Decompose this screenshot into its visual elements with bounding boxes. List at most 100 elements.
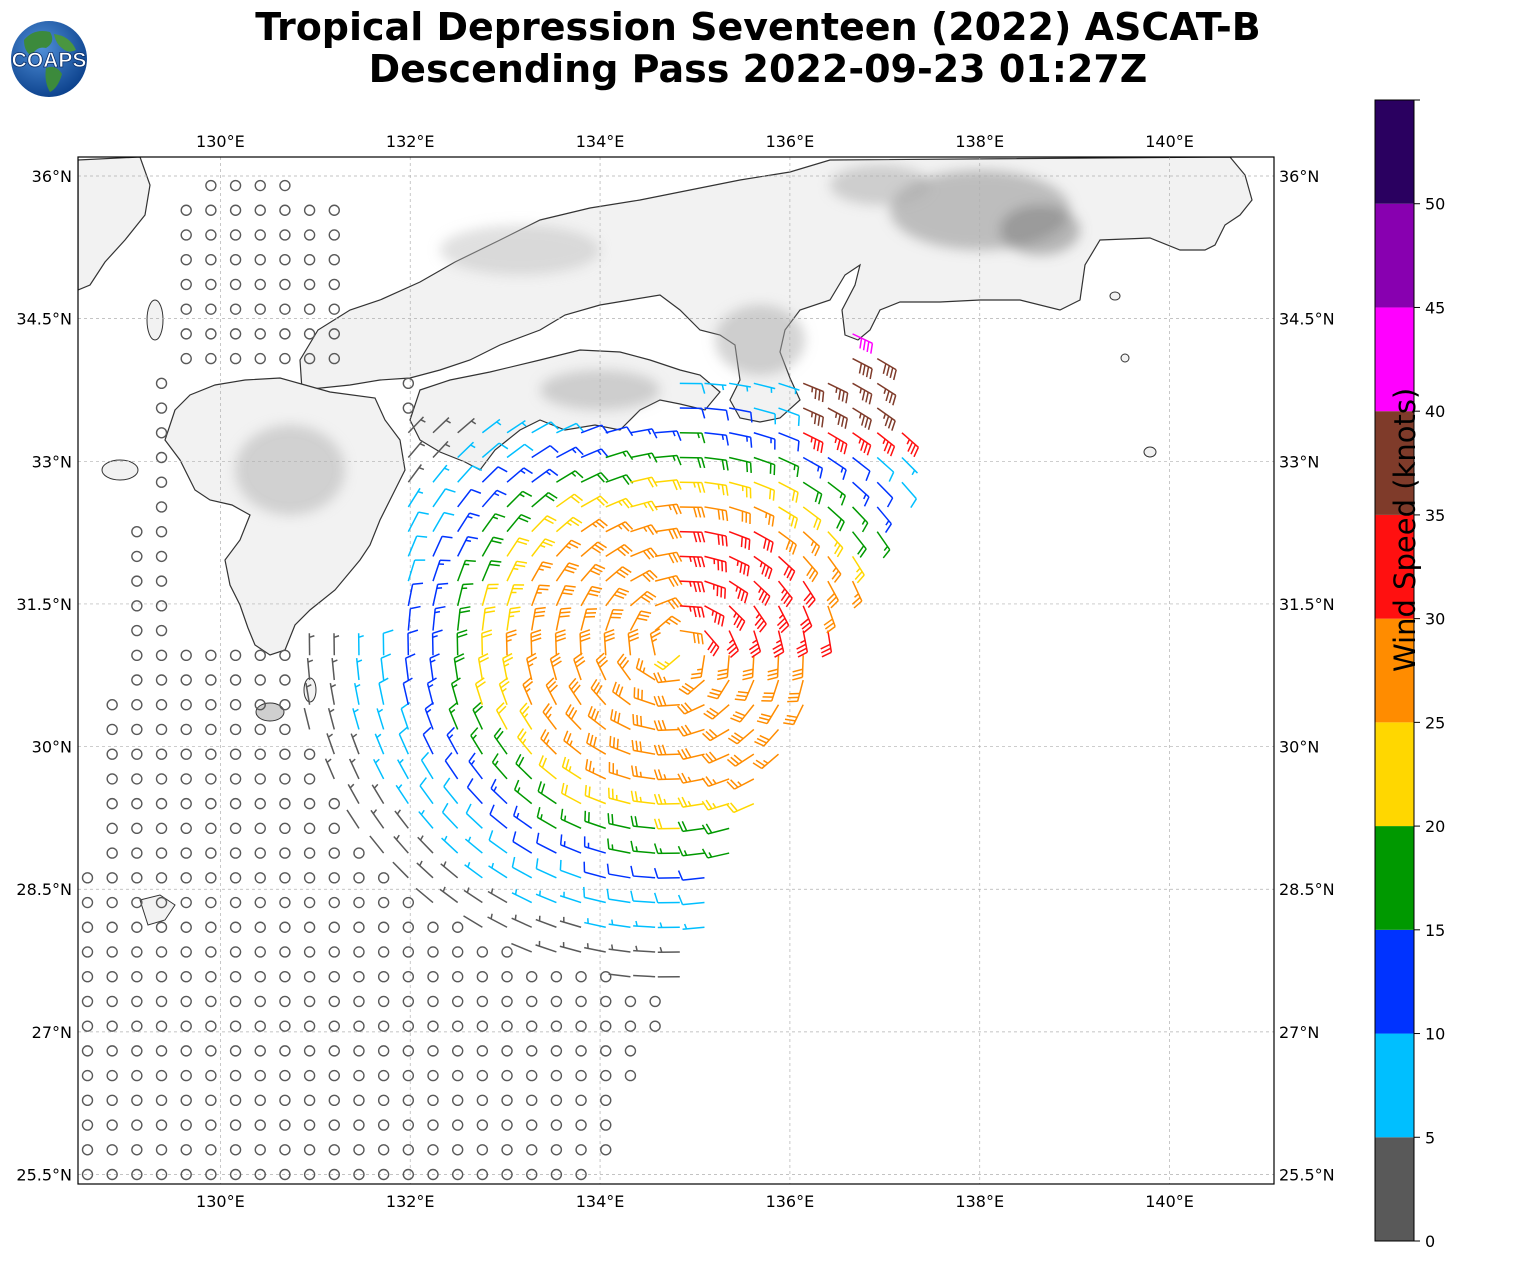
wind-barb	[752, 753, 780, 770]
wind-barb	[229, 723, 242, 736]
wind-barb	[728, 580, 749, 604]
wind-barb	[633, 974, 656, 978]
lon-tick-label: 138°E	[955, 132, 1004, 151]
wind-barb	[616, 653, 632, 681]
wind-barb	[205, 1144, 217, 1156]
wind-barb	[155, 1045, 168, 1057]
wind-barb	[448, 701, 459, 730]
wind-barb	[481, 536, 504, 557]
wind-barb	[81, 1020, 94, 1032]
wind-barb	[419, 777, 434, 805]
wind-barb	[205, 352, 217, 365]
wind-barb	[653, 695, 680, 707]
wind-barb	[377, 1094, 390, 1107]
wind-barb	[407, 511, 429, 533]
wind-barb	[630, 790, 656, 805]
wind-barb	[229, 1045, 242, 1057]
wind-barb	[279, 748, 291, 760]
lat-tick-label: 25.5°N	[16, 1165, 72, 1184]
wind-barb	[432, 488, 456, 508]
lon-tick-label: 132°E	[386, 1192, 435, 1211]
wind-barb	[229, 1020, 242, 1032]
wind-barb	[512, 805, 533, 829]
wind-barb	[550, 1094, 563, 1107]
wind-barb	[427, 1020, 439, 1032]
wind-barb	[823, 605, 836, 634]
wind-barb	[205, 1094, 217, 1107]
wind-barb	[501, 1094, 513, 1107]
wind-barb	[106, 946, 118, 958]
wind-barb	[463, 915, 483, 928]
wind-barb	[328, 847, 340, 859]
wind-barb	[229, 797, 242, 810]
wind-barb	[81, 946, 94, 958]
wind-barb	[254, 723, 266, 736]
wind-barb	[526, 1020, 538, 1032]
wind-barb	[303, 303, 316, 315]
wind-barb	[394, 809, 409, 829]
wind-barb	[580, 541, 607, 557]
wind-barb	[131, 847, 143, 859]
lon-tick-label: 136°E	[766, 1192, 815, 1211]
wind-barb	[778, 531, 797, 555]
wind-barb	[229, 254, 242, 266]
wind-barb	[279, 352, 291, 365]
wind-barb	[131, 624, 143, 637]
wind-barb	[180, 303, 192, 315]
wind-barb	[254, 649, 266, 661]
wind-barb	[155, 575, 168, 587]
wind-barb	[657, 922, 680, 929]
wind-barb	[254, 1069, 266, 1082]
wind-barb	[417, 835, 434, 854]
wind-barb	[155, 1069, 168, 1082]
wind-barb	[254, 1045, 266, 1057]
wind-barb	[827, 506, 845, 532]
wind-barb	[279, 921, 291, 933]
wind-barb	[229, 179, 242, 192]
wind-barb	[303, 995, 316, 1008]
wind-barb	[378, 677, 389, 705]
wind-barb	[701, 751, 730, 764]
lat-tick-label: 30°N	[32, 738, 72, 757]
wind-barb	[451, 970, 464, 983]
wind-barb	[501, 1020, 513, 1032]
wind-barb	[306, 658, 314, 681]
wind-barb	[279, 1168, 291, 1181]
wind-barb	[380, 653, 392, 681]
wind-barb	[427, 1069, 439, 1082]
wind-barb	[443, 777, 459, 805]
wind-barb	[254, 1119, 266, 1131]
wind-barb	[627, 628, 640, 656]
wind-barb	[802, 432, 824, 454]
wind-barb	[106, 1020, 118, 1032]
wind-barb	[787, 679, 804, 703]
wind-barb	[106, 1168, 118, 1181]
lat-tick-label: 27°N	[1279, 1023, 1319, 1042]
wind-barb	[852, 382, 873, 405]
wind-barb	[506, 490, 533, 508]
colorbar-tick-label: 0	[1425, 1232, 1435, 1251]
wind-barb	[456, 559, 476, 582]
lon-tick-label: 140°E	[1145, 1192, 1194, 1211]
wind-barb	[653, 744, 680, 756]
wind-barb	[530, 629, 542, 656]
wind-barb	[155, 723, 168, 736]
wind-barb	[653, 892, 680, 904]
wind-barb	[205, 723, 217, 736]
wind-barb	[457, 512, 480, 533]
lon-tick-label: 140°E	[1145, 132, 1194, 151]
wind-barb	[155, 377, 168, 390]
wind-barb	[353, 1094, 365, 1107]
wind-barb	[511, 889, 533, 904]
wind-barb	[605, 426, 634, 437]
wind-barb	[450, 677, 461, 705]
wind-barb	[432, 605, 446, 631]
wind-barb	[600, 970, 612, 983]
wind-barb	[377, 1045, 390, 1057]
wind-barb	[481, 489, 507, 508]
wind-barb	[476, 1069, 489, 1082]
wind-barb	[279, 822, 291, 835]
wind-barb	[474, 677, 486, 705]
wind-barb	[353, 847, 365, 859]
wind-barb	[377, 1168, 390, 1181]
